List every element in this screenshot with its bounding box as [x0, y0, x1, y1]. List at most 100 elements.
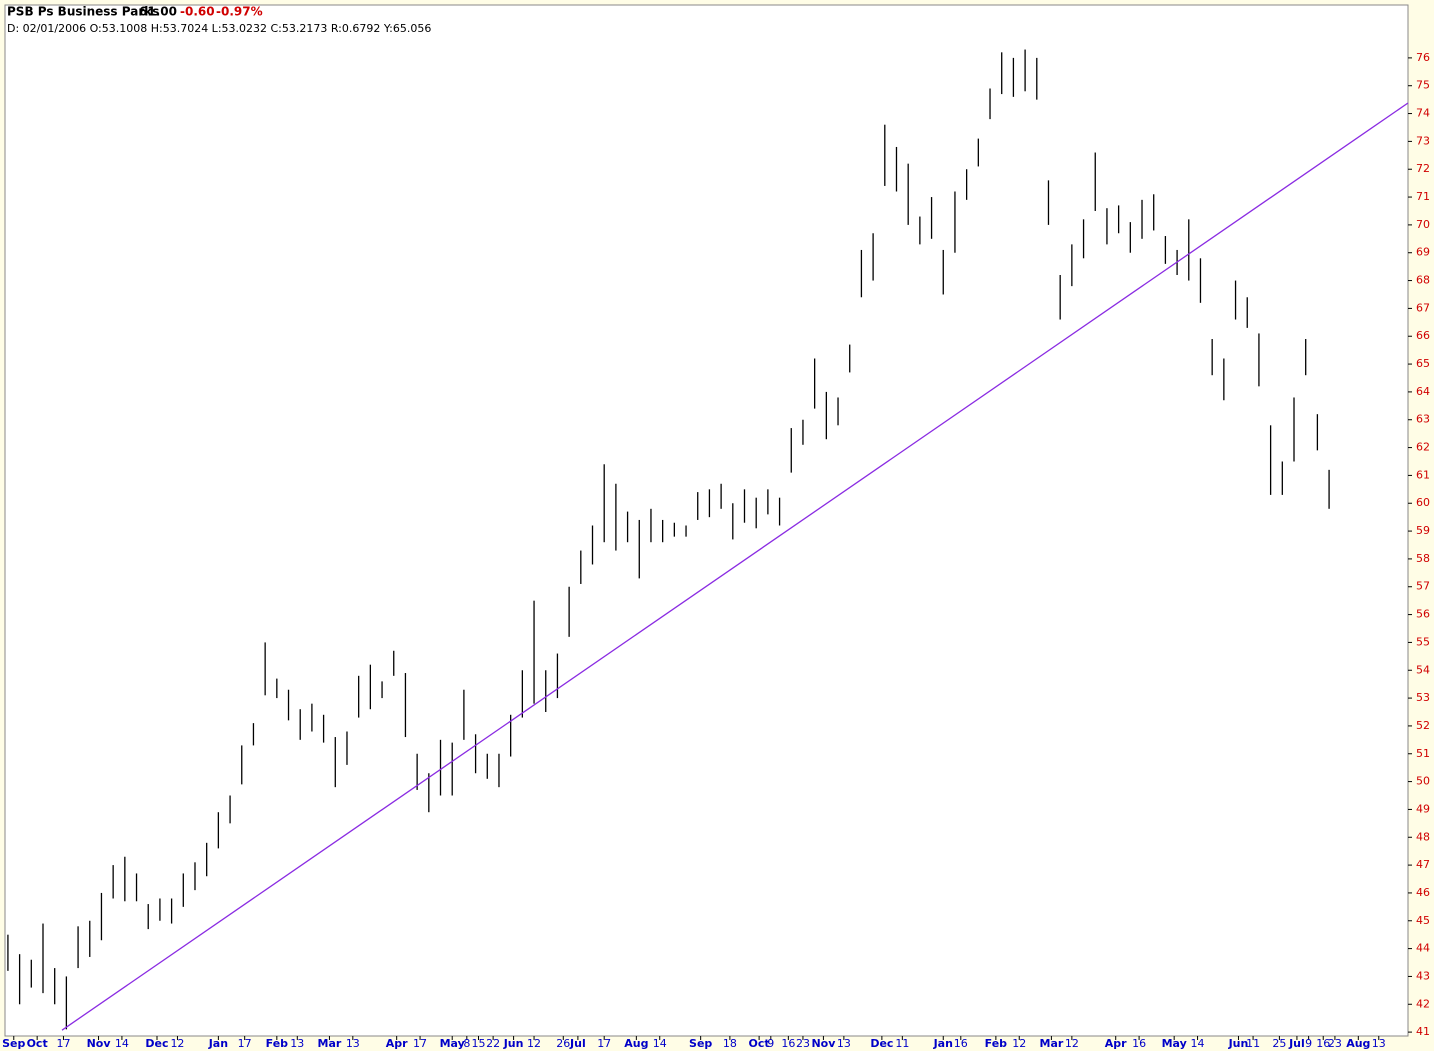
x-tick-label: Apr — [1105, 1037, 1127, 1050]
y-tick-label: 68 — [1416, 274, 1430, 287]
x-tick-label: Aug — [624, 1037, 648, 1050]
x-tick-label: Mar — [318, 1037, 342, 1050]
y-tick-label: 52 — [1416, 719, 1430, 732]
x-tick-label: Jan — [933, 1037, 953, 1050]
y-tick-label: 47 — [1416, 858, 1430, 871]
x-tick-label: 22 — [486, 1037, 500, 1050]
x-tick-label: 12 — [1065, 1037, 1079, 1050]
y-tick-label: 51 — [1416, 747, 1430, 760]
x-tick-label: Dec — [870, 1037, 893, 1050]
x-tick-label: Dec — [145, 1037, 168, 1050]
x-tick-label: 12 — [1012, 1037, 1026, 1050]
x-tick-label: 13 — [346, 1037, 360, 1050]
y-tick-label: 55 — [1416, 635, 1430, 648]
x-tick-label: 9 — [1305, 1037, 1312, 1050]
x-tick-label: Jun — [1228, 1037, 1249, 1050]
x-tick-label: 13 — [290, 1037, 304, 1050]
y-tick-label: 48 — [1416, 830, 1430, 843]
y-tick-label: 43 — [1416, 969, 1430, 982]
last-price: 61.00 — [139, 5, 177, 19]
y-tick-label: 72 — [1416, 162, 1430, 175]
x-tick-label: 11 — [1246, 1037, 1260, 1050]
x-tick-label: Mar — [1040, 1037, 1064, 1050]
x-tick-label: 14 — [115, 1037, 129, 1050]
x-tick-label: 17 — [597, 1037, 611, 1050]
x-tick-label: 17 — [413, 1037, 427, 1050]
x-tick-label: May — [1162, 1037, 1187, 1050]
x-tick-label: Sep — [2, 1037, 25, 1050]
x-tick-label: 13 — [1372, 1037, 1386, 1050]
x-tick-label: Nov — [811, 1037, 836, 1050]
ohlc-line: D: 02/01/2006 O:53.1008 H:53.7024 L:53.0… — [7, 22, 431, 35]
x-tick-label: Jul — [569, 1037, 586, 1050]
x-tick-label: 8 — [463, 1037, 470, 1050]
x-tick-label: 17 — [238, 1037, 252, 1050]
y-tick-label: 58 — [1416, 552, 1430, 565]
x-tick-label: 14 — [1191, 1037, 1205, 1050]
x-tick-label: 16 — [1132, 1037, 1146, 1050]
y-tick-label: 49 — [1416, 802, 1430, 815]
y-tick-label: 62 — [1416, 441, 1430, 454]
y-tick-label: 64 — [1416, 385, 1430, 398]
x-tick-label: 14 — [653, 1037, 667, 1050]
y-tick-label: 60 — [1416, 496, 1430, 509]
plot-area — [4, 4, 1409, 1037]
x-tick-label: 11 — [895, 1037, 909, 1050]
x-tick-label: Oct — [749, 1037, 770, 1050]
y-tick-label: 74 — [1416, 107, 1430, 120]
x-tick-label: Jul — [1288, 1037, 1305, 1050]
x-tick-label: 16 — [781, 1037, 795, 1050]
y-tick-label: 59 — [1416, 524, 1430, 537]
x-tick-label: 26 — [556, 1037, 570, 1050]
y-tick-label: 53 — [1416, 691, 1430, 704]
change: -0.60 — [180, 5, 215, 19]
x-tick-label: 25 — [1272, 1037, 1286, 1050]
y-tick-label: 41 — [1416, 1025, 1430, 1038]
y-tick-label: 65 — [1416, 357, 1430, 370]
x-tick-label: Jun — [503, 1037, 524, 1050]
y-tick-label: 67 — [1416, 301, 1430, 314]
symbol: PSB Ps Business Parks — [7, 5, 159, 19]
x-tick-label: Feb — [266, 1037, 289, 1050]
y-tick-label: 61 — [1416, 468, 1430, 481]
x-tick-label: 23 — [1328, 1037, 1342, 1050]
y-tick-label: 46 — [1416, 886, 1430, 899]
x-tick-label: Apr — [386, 1037, 408, 1050]
x-tick-label: Aug — [1346, 1037, 1370, 1050]
x-tick-label: 9 — [767, 1037, 774, 1050]
y-tick-label: 75 — [1416, 79, 1430, 92]
y-tick-label: 42 — [1416, 997, 1430, 1010]
y-tick-label: 63 — [1416, 413, 1430, 426]
x-tick-label: 16 — [954, 1037, 968, 1050]
x-tick-label: 12 — [170, 1037, 184, 1050]
y-tick-label: 56 — [1416, 608, 1430, 621]
y-tick-label: 70 — [1416, 218, 1430, 231]
y-tick-label: 45 — [1416, 914, 1430, 927]
y-tick-label: 71 — [1416, 190, 1430, 203]
y-tick-label: 44 — [1416, 942, 1430, 955]
x-tick-label: May — [440, 1037, 465, 1050]
x-tick-label: Feb — [985, 1037, 1008, 1050]
x-tick-label: 17 — [56, 1037, 70, 1050]
x-tick-label: Sep — [689, 1037, 712, 1050]
y-tick-label: 66 — [1416, 329, 1430, 342]
x-tick-label: Jan — [208, 1037, 228, 1050]
trendline — [61, 102, 1409, 1031]
y-tick-label: 54 — [1416, 663, 1430, 676]
x-tick-label: Nov — [87, 1037, 112, 1050]
y-tick-label: 57 — [1416, 580, 1430, 593]
y-tick-label: 73 — [1416, 134, 1430, 147]
y-tick-label: 69 — [1416, 246, 1430, 259]
x-tick-label: 18 — [723, 1037, 737, 1050]
x-tick-label: 12 — [527, 1037, 541, 1050]
x-tick-label: Oct — [27, 1037, 48, 1050]
x-tick-label: 15 — [472, 1037, 486, 1050]
x-tick-label: 23 — [796, 1037, 810, 1050]
y-tick-label: 76 — [1416, 51, 1430, 64]
y-tick-label: 50 — [1416, 775, 1430, 788]
change-pct: -0.97% — [216, 5, 263, 19]
x-tick-label: 13 — [837, 1037, 851, 1050]
x-tick-label: 16 — [1316, 1037, 1330, 1050]
